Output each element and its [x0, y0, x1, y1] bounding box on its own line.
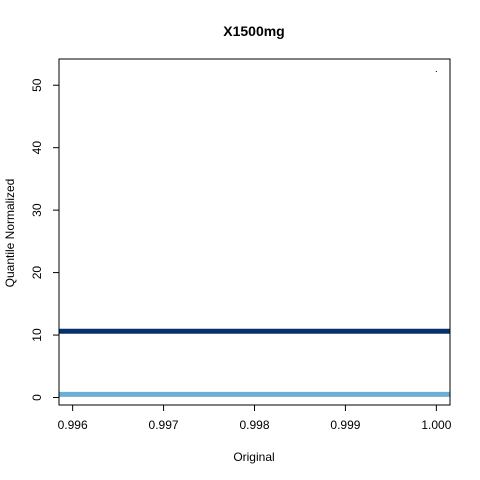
x-axis-label: Original	[233, 450, 274, 464]
chart-title: X1500mg	[223, 23, 284, 39]
y-tick-label: 30	[30, 203, 44, 217]
y-axis-label: Quantile Normalized	[3, 179, 17, 288]
y-tick-label: 50	[30, 78, 44, 92]
y-axis: 0 10 20 30 40 50	[30, 78, 59, 401]
data-point-1	[435, 70, 437, 72]
y-tick-label: 0	[30, 394, 44, 401]
plot-frame	[58, 58, 451, 406]
x-tick-label: 0.999	[330, 418, 360, 432]
y-tick-label: 10	[30, 328, 44, 342]
y-tick-label: 40	[30, 141, 44, 155]
x-tick-label: 0.996	[58, 418, 88, 432]
x-axis: 0.996 0.997 0.998 0.999 1.000	[58, 405, 452, 432]
x-tick-label: 1.000	[421, 418, 451, 432]
plot-area	[59, 70, 450, 397]
x-tick-label: 0.998	[239, 418, 269, 432]
y-tick-label: 20	[30, 266, 44, 280]
x-tick-label: 0.997	[149, 418, 179, 432]
